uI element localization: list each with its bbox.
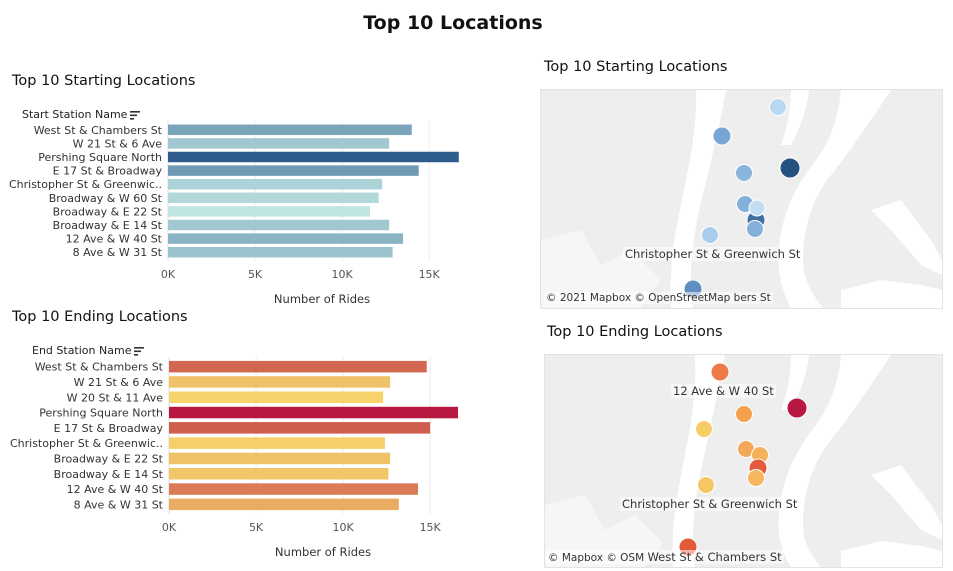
harlem-river (781, 355, 809, 410)
end-field-label: End Station Name (32, 344, 132, 357)
waterway-bottom (841, 541, 942, 567)
map-dot-12-ave-w-40-st (710, 362, 730, 382)
x-tick-label: 15K (420, 521, 442, 534)
map-dot-pershing-square-north (786, 397, 808, 419)
east-river (778, 90, 891, 308)
start-field-label: Start Station Name (22, 108, 128, 121)
x-tick-label: 5K (249, 521, 264, 534)
waterway-right (871, 200, 942, 275)
category-label: Broadway & W 60 St (49, 192, 163, 205)
end-map-label-12-ave: 12 Ave & W 40 St (671, 384, 776, 398)
category-label: W 21 St & 6 Ave (73, 137, 163, 150)
map-dot-pershing-square-north (779, 157, 801, 179)
end-bar-chart: West St & Chambers St W 21 St & 6 Ave W 20… (10, 357, 459, 559)
hudson-river (670, 90, 726, 308)
start-map-label-chambers: bers St (733, 292, 771, 304)
dashboard-title: Top 10 Locations (363, 12, 543, 34)
x-tick-label: 0K (162, 521, 177, 534)
east-river (778, 355, 891, 567)
x-axis-title: Number of Rides (275, 545, 371, 559)
end-map[interactable]: 12 Ave & W 40 St Christopher St & Greenw… (544, 354, 943, 568)
start-bar-chart: West St & Chambers StW 21 St & 6 AvePers… (9, 121, 459, 306)
category-label: Broadway & E 14 St (53, 219, 163, 232)
new-jersey-shore (545, 495, 663, 567)
end-map-label-chambers: West St & Chambers St (647, 550, 782, 564)
bar[interactable] (168, 138, 390, 149)
bar[interactable] (169, 376, 391, 388)
category-label: West St & Chambers St (35, 361, 164, 374)
end-map-attribution: © Mapbox © OSM West St & Chambers St (546, 550, 784, 564)
category-label: Broadway & E 22 St (54, 452, 164, 465)
hudson-river (672, 355, 725, 567)
x-tick-label: 5K (248, 268, 263, 281)
bar[interactable] (169, 437, 385, 449)
map-dot-12-ave-w-40-st (712, 126, 732, 146)
end-chart-title: Top 10 Ending Locations (12, 309, 188, 325)
start-chart-title: Top 10 Starting Locations (12, 73, 196, 89)
category-label: E 17 St & Broadway (54, 422, 164, 435)
bar[interactable] (169, 360, 427, 373)
waterway-bottom (841, 280, 942, 308)
bar[interactable] (169, 498, 399, 511)
category-label: Broadway & E 22 St (53, 205, 163, 218)
bar[interactable] (168, 165, 419, 176)
bar[interactable] (169, 452, 391, 465)
start-map-title: Top 10 Starting Locations (544, 59, 728, 75)
map-dot-w-21-st-6-ave (769, 98, 787, 116)
map-dot-broadway-e-14-st (747, 469, 765, 487)
start-map[interactable]: Christopher St & Greenwich St © 2021 Map… (540, 89, 943, 309)
bar[interactable] (168, 219, 390, 231)
bar[interactable] (168, 151, 459, 163)
map-dot-broadway-e-14-st (746, 220, 764, 238)
x-tick-label: 10K (332, 268, 354, 281)
sort-icon[interactable] (134, 346, 145, 356)
category-label: 8 Ave & W 31 St (74, 498, 164, 511)
end-map-title: Top 10 Ending Locations (547, 324, 723, 340)
bar[interactable] (168, 192, 379, 204)
bar[interactable] (168, 178, 383, 190)
category-label: West St & Chambers St (34, 124, 163, 137)
sort-icon[interactable] (130, 110, 141, 120)
map-dot-w-20-st-11-ave (695, 420, 713, 438)
category-label: Pershing Square North (39, 407, 163, 420)
end-field-header[interactable]: End Station Name (32, 344, 145, 357)
category-label: Christopher St & Greenwic.. (9, 178, 162, 191)
bar[interactable] (168, 206, 370, 217)
bar[interactable] (168, 124, 412, 136)
end-map-label-christopher: Christopher St & Greenwich St (620, 497, 800, 511)
category-label: 12 Ave & W 40 St (67, 483, 164, 496)
map-dot-8-ave-w-31-st (735, 405, 753, 423)
bar[interactable] (168, 246, 393, 258)
category-label: Broadway & E 14 St (54, 468, 164, 481)
category-label: 12 Ave & W 40 St (66, 233, 163, 246)
category-label: W 21 St & 6 Ave (74, 376, 164, 389)
category-label: Christopher St & Greenwic.. (10, 437, 163, 450)
bar[interactable] (169, 483, 418, 495)
harlem-river (781, 90, 809, 145)
category-label: E 17 St & Broadway (53, 165, 163, 178)
bar[interactable] (169, 468, 389, 480)
category-label: W 20 St & 11 Ave (67, 391, 164, 404)
category-label: 8 Ave & W 31 St (73, 246, 163, 259)
start-map-attribution: © 2021 Mapbox © OpenStreetMap bers St (544, 292, 773, 304)
map-dot-broadway-w-60-st (748, 199, 766, 217)
bar[interactable] (169, 406, 459, 419)
bar[interactable] (168, 233, 404, 244)
bar[interactable] (169, 391, 384, 404)
map-dot-christopher-st-greenwich-st (701, 226, 719, 244)
bar[interactable] (169, 422, 431, 434)
new-jersey-shore (541, 230, 661, 308)
map-dot-christopher-st-greenwich-st (697, 476, 715, 494)
start-map-label-christopher: Christopher St & Greenwich St (623, 247, 803, 261)
x-tick-label: 10K (333, 521, 355, 534)
category-label: Pershing Square North (38, 151, 162, 164)
x-tick-label: 0K (161, 268, 176, 281)
waterway-right (871, 465, 942, 540)
map-dot-8-ave-w-31-st (735, 164, 753, 182)
start-field-header[interactable]: Start Station Name (22, 108, 141, 121)
x-tick-label: 15K (419, 268, 441, 281)
x-axis-title: Number of Rides (274, 292, 370, 306)
